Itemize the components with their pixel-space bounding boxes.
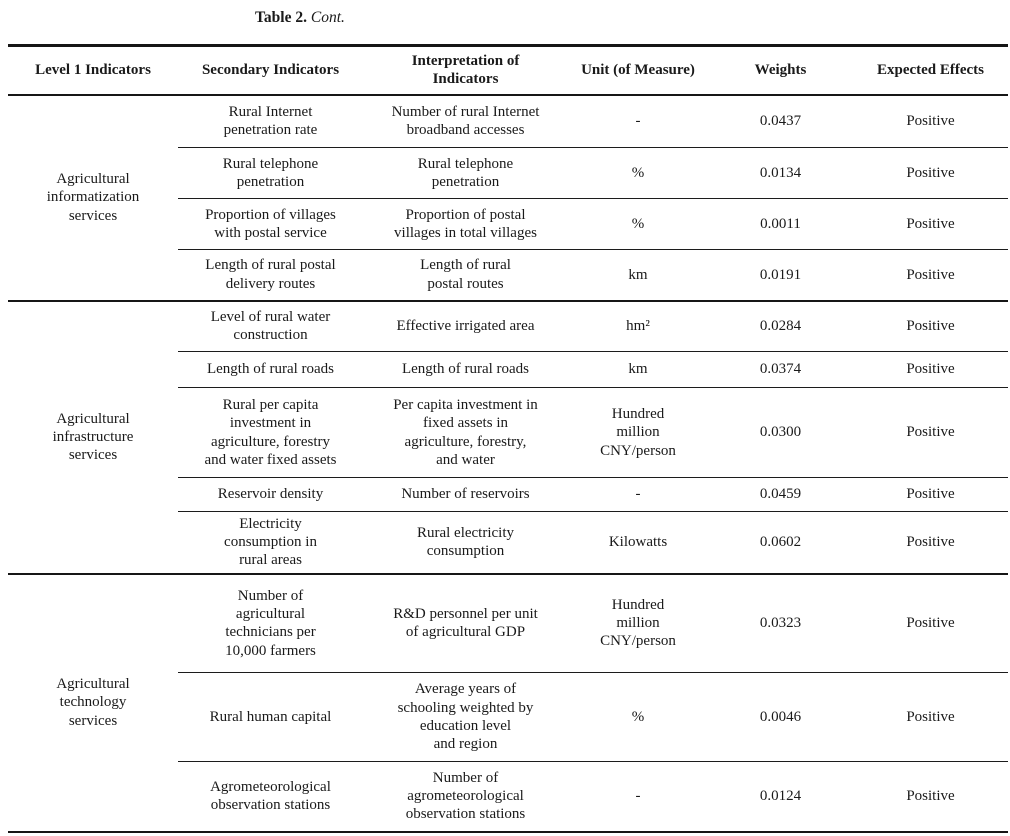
secondary-indicator-cell: Rural per capita investment in agricultu… — [178, 387, 363, 478]
table-row: Agricultural infrastructure services Lev… — [8, 300, 1008, 575]
expected-effect-cell: Positive — [853, 351, 1008, 388]
table-row: Rural human capital Average years of sch… — [8, 672, 1008, 762]
weight-cell: 0.0300 — [708, 387, 853, 478]
table-row: Electricity consumption in rural areas R… — [8, 511, 1008, 575]
secondary-indicator-cell: Length of rural postal delivery routes — [178, 249, 363, 302]
unit-cell: Hundred million CNY/person — [568, 387, 708, 478]
column-header-interpretation: Interpretation of Indicators — [363, 45, 568, 96]
unit-cell: - — [568, 477, 708, 512]
secondary-indicator-cell: Level of rural water construction — [178, 300, 363, 352]
weight-cell: 0.0011 — [708, 198, 853, 250]
interpretation-cell: Rural electricity consumption — [363, 511, 568, 575]
interpretation-cell: Number of reservoirs — [363, 477, 568, 512]
expected-effect-cell: Positive — [853, 387, 1008, 478]
interpretation-cell: Proportion of postal villages in total v… — [363, 198, 568, 250]
expected-effect-cell: Positive — [853, 147, 1008, 199]
table-row: Rural per capita investment in agricultu… — [8, 387, 1008, 478]
table-title-cont: Cont. — [310, 9, 345, 26]
secondary-indicator-cell: Agrometeorological observation stations — [178, 761, 363, 833]
interpretation-cell: Rural telephone penetration — [363, 147, 568, 199]
interpretation-cell: Length of rural postal routes — [363, 249, 568, 302]
secondary-indicator-cell: Electricity consumption in rural areas — [178, 511, 363, 575]
table-row: Length of rural postal delivery routes L… — [8, 249, 1008, 302]
interpretation-cell: Number of agrometeorological observation… — [363, 761, 568, 833]
expected-effect-cell: Positive — [853, 198, 1008, 250]
secondary-indicator-cell: Number of agricultural technicians per 1… — [178, 573, 363, 673]
secondary-indicator-cell: Length of rural roads — [178, 351, 363, 388]
column-header-level1-indicators: Level 1 Indicators — [8, 45, 178, 96]
expected-effect-cell: Positive — [853, 477, 1008, 512]
weight-cell: 0.0437 — [708, 94, 853, 148]
table-row: Agricultural informatization services Ru… — [8, 94, 1008, 302]
weight-cell: 0.0134 — [708, 147, 853, 199]
secondary-indicator-cell: Proportion of villages with postal servi… — [178, 198, 363, 250]
expected-effect-cell: Positive — [853, 94, 1008, 148]
weight-cell: 0.0124 — [708, 761, 853, 833]
weight-cell: 0.0459 — [708, 477, 853, 512]
group-technology-services: Agricultural technology services Number … — [8, 573, 1008, 833]
unit-cell: km — [568, 249, 708, 302]
expected-effect-cell: Positive — [853, 573, 1008, 673]
unit-cell: - — [568, 94, 708, 148]
table-row: Agrometeorological observation stations … — [8, 761, 1008, 833]
group-infrastructure-services: Agricultural infrastructure services Lev… — [8, 300, 1008, 575]
interpretation-cell: Number of rural Internet broadband acces… — [363, 94, 568, 148]
table-row: Proportion of villages with postal servi… — [8, 198, 1008, 250]
unit-cell: % — [568, 147, 708, 199]
interpretation-cell: Average years of schooling weighted by e… — [363, 672, 568, 762]
interpretation-cell: Effective irrigated area — [363, 300, 568, 352]
header-row: Level 1 Indicators Secondary Indicators … — [8, 45, 1008, 96]
table-row: Length of rural roads Length of rural ro… — [8, 351, 1008, 388]
weight-cell: 0.0374 — [708, 351, 853, 388]
expected-effect-cell: Positive — [853, 300, 1008, 352]
table-row: Rural telephone penetration Rural teleph… — [8, 147, 1008, 199]
expected-effect-cell: Positive — [853, 249, 1008, 302]
weight-cell: 0.0046 — [708, 672, 853, 762]
level1-indicator-cell: Agricultural informatization services — [8, 94, 178, 302]
table-row: Agricultural technology services Number … — [8, 573, 1008, 833]
column-header-weights: Weights — [708, 45, 853, 96]
interpretation-cell: Length of rural roads — [363, 351, 568, 388]
expected-effect-cell: Positive — [853, 511, 1008, 575]
expected-effect-cell: Positive — [853, 761, 1008, 833]
column-header-secondary-indicators: Secondary Indicators — [178, 45, 363, 96]
expected-effect-cell: Positive — [853, 672, 1008, 762]
table-row: Reservoir density Number of reservoirs -… — [8, 477, 1008, 512]
unit-cell: % — [568, 198, 708, 250]
weight-cell: 0.0323 — [708, 573, 853, 673]
interpretation-cell: Per capita investment in fixed assets in… — [363, 387, 568, 478]
weight-cell: 0.0191 — [708, 249, 853, 302]
table-title: Table 2. Cont. — [255, 9, 345, 28]
indicators-table: Level 1 Indicators Secondary Indicators … — [8, 44, 1008, 833]
weight-cell: 0.0602 — [708, 511, 853, 575]
unit-cell: hm² — [568, 300, 708, 352]
unit-cell: - — [568, 761, 708, 833]
secondary-indicator-cell: Rural Internet penetration rate — [178, 94, 363, 148]
level1-indicator-cell: Agricultural infrastructure services — [8, 300, 178, 575]
unit-cell: Hundred million CNY/person — [568, 573, 708, 673]
weight-cell: 0.0284 — [708, 300, 853, 352]
column-header-expected-effects: Expected Effects — [853, 45, 1008, 96]
group-informatization-services: Agricultural informatization services Ru… — [8, 94, 1008, 302]
secondary-indicator-cell: Rural telephone penetration — [178, 147, 363, 199]
secondary-indicator-cell: Reservoir density — [178, 477, 363, 512]
unit-cell: Kilowatts — [568, 511, 708, 575]
table-title-label: Table 2. — [255, 9, 307, 26]
column-header-unit: Unit (of Measure) — [568, 45, 708, 96]
unit-cell: % — [568, 672, 708, 762]
secondary-indicator-cell: Rural human capital — [178, 672, 363, 762]
interpretation-cell: R&D personnel per unit of agricultural G… — [363, 573, 568, 673]
unit-cell: km — [568, 351, 708, 388]
level1-indicator-cell: Agricultural technology services — [8, 573, 178, 833]
